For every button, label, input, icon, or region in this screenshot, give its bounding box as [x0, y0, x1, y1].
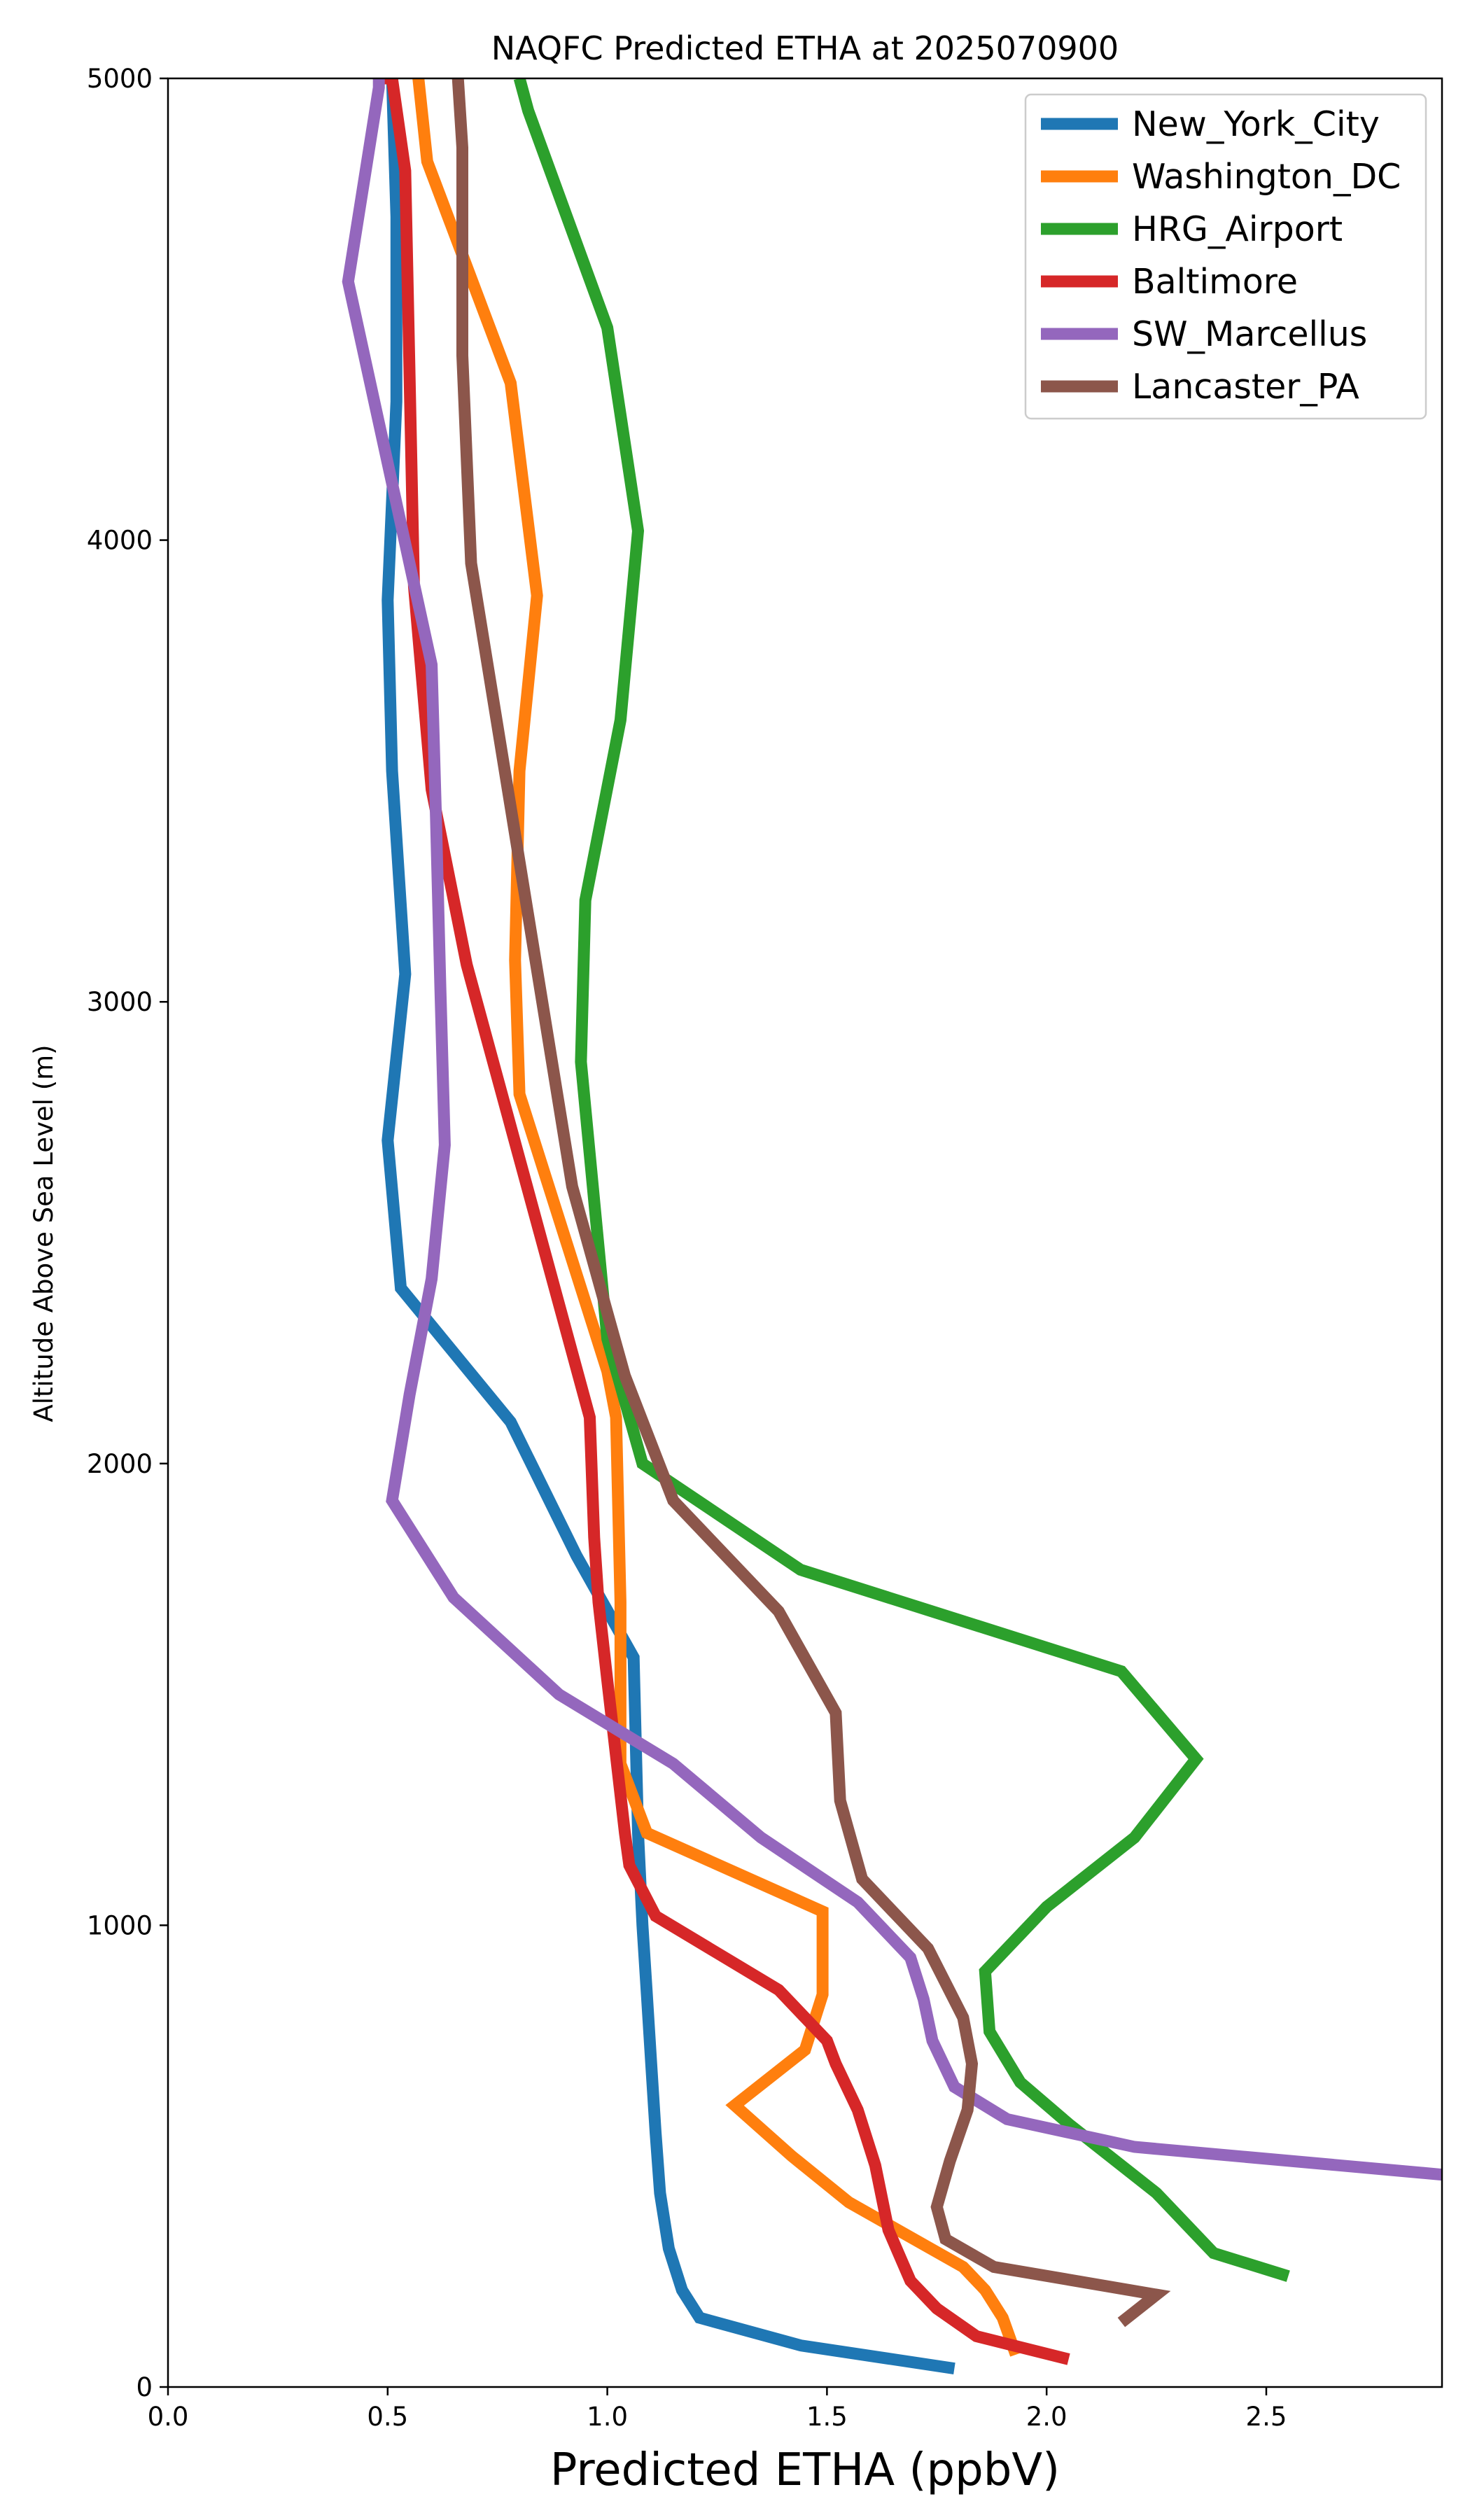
y-tick-label: 0 — [136, 2372, 153, 2402]
y-tick-label: 2000 — [87, 1449, 153, 1479]
legend-label: Lancaster_PA — [1132, 367, 1359, 407]
x-tick-label: 1.0 — [587, 2402, 628, 2432]
series-line-baltimore — [379, 78, 1070, 2365]
legend: New_York_City Washington_DC HRG_Airport Bal… — [1024, 93, 1427, 420]
series-line-washington-dc — [412, 78, 1022, 2357]
chart-title: NAQFC Predicted ETHA at 2025070900 — [491, 29, 1119, 67]
y-tick-label: 4000 — [87, 526, 153, 556]
series-line-hrg-airport — [513, 78, 1290, 2282]
x-axis-ticks: 0.0 0.5 1.0 1.5 2.0 2.5 — [148, 2387, 1287, 2432]
legend-label: SW_Marcellus — [1132, 314, 1367, 354]
legend-label: Baltimore — [1132, 262, 1298, 302]
legend-label: Washington_DC — [1132, 157, 1401, 197]
y-tick-label: 1000 — [87, 1910, 153, 1940]
legend-box — [1024, 93, 1427, 420]
series-line-lancaster-pa — [451, 78, 1171, 2328]
y-tick-label: 3000 — [87, 987, 153, 1017]
x-axis-label: Predicted ETHA (ppbV) — [550, 2444, 1060, 2496]
plot-series — [342, 78, 1442, 2375]
series-line-sw-marcellus — [342, 78, 1442, 2181]
x-tick-label: 2.0 — [1026, 2402, 1068, 2432]
x-tick-label: 0.0 — [148, 2402, 189, 2432]
x-tick-label: 2.5 — [1246, 2402, 1287, 2432]
x-tick-label: 1.5 — [806, 2402, 848, 2432]
y-axis-ticks: 0 1000 2000 3000 4000 5000 — [87, 64, 168, 2402]
x-tick-label: 0.5 — [367, 2402, 408, 2432]
legend-entries: New_York_City Washington_DC HRG_Airport Bal… — [1041, 104, 1401, 407]
plot-frame — [167, 77, 1443, 2388]
legend-label: New_York_City — [1132, 104, 1380, 144]
y-tick-label: 5000 — [87, 64, 153, 94]
y-axis-label: Altitude Above Sea Level (m) — [29, 1044, 59, 1422]
legend-label: HRG_Airport — [1132, 209, 1343, 249]
